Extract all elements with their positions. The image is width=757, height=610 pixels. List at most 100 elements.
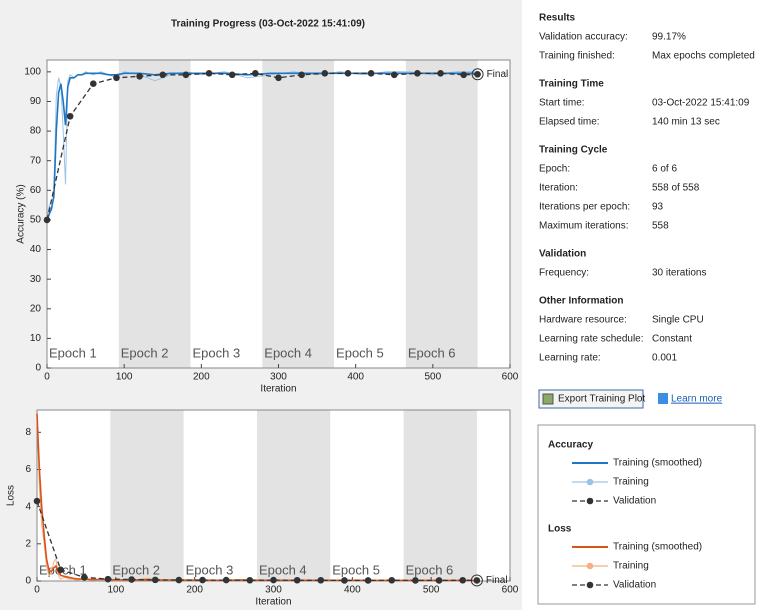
epoch-band — [403, 410, 477, 581]
validation-point — [246, 576, 254, 584]
epoch-label: Epoch 4 — [264, 345, 312, 360]
validation-point — [390, 71, 398, 79]
y-tick-label: 20 — [30, 303, 42, 314]
legend-marker — [586, 497, 594, 505]
x-tick-label: 500 — [423, 585, 440, 596]
legend-marker — [586, 478, 594, 486]
validation-point — [275, 74, 282, 82]
info-value: Single CPU — [652, 315, 704, 326]
x-tick-label: 200 — [186, 585, 203, 596]
section-title: Results — [539, 13, 576, 24]
x-tick-label: 100 — [107, 585, 124, 596]
link-label[interactable]: Learn more — [671, 394, 723, 405]
x-tick-label: 300 — [265, 585, 282, 596]
section-title: Validation — [539, 249, 586, 260]
validation-point — [341, 577, 348, 584]
validation-point — [460, 71, 468, 79]
button-icon[interactable] — [542, 393, 554, 405]
legend-label: Training — [613, 561, 649, 572]
epoch-label: Epoch 5 — [336, 345, 384, 360]
info-value: 03-Oct-2022 15:41:09 — [652, 98, 750, 109]
validation-point — [435, 577, 443, 584]
info-label: Start time: — [539, 98, 585, 109]
info-value: 93 — [652, 202, 664, 213]
section-title: Training Cycle — [539, 145, 608, 156]
info-label: Hardware resource: — [539, 315, 627, 326]
info-label: Validation accuracy: — [539, 32, 628, 43]
epoch-label: Epoch 2 — [121, 345, 169, 360]
x-tick-label: 0 — [44, 372, 50, 383]
epoch-band — [256, 410, 331, 581]
y-tick-label: 4 — [25, 501, 31, 512]
legend-label: Validation — [613, 496, 656, 507]
y-tick-label: 6 — [25, 464, 31, 475]
validation-point — [474, 71, 481, 78]
legend-marker — [586, 581, 594, 589]
epoch-band — [110, 410, 184, 581]
validation-point — [57, 566, 64, 574]
validation-point — [364, 577, 372, 584]
validation-point — [43, 216, 51, 224]
x-tick-label: 500 — [424, 372, 441, 383]
validation-point — [459, 576, 467, 584]
y-tick-label: 100 — [24, 66, 41, 77]
legend-title: Accuracy — [548, 440, 593, 451]
validation-point — [159, 71, 167, 79]
epoch-band — [405, 60, 478, 368]
x-tick-label: 200 — [193, 372, 210, 383]
epoch-band — [118, 60, 191, 368]
validation-point — [437, 70, 444, 77]
section-title: Training Time — [539, 79, 604, 90]
button-label[interactable]: Export Training Plot — [558, 394, 645, 405]
final-annotation: Final — [486, 575, 508, 586]
validation-point — [298, 71, 305, 79]
info-value: 140 min 13 sec — [652, 117, 720, 128]
series-line — [46, 72, 478, 221]
validation-point — [151, 576, 159, 584]
info-label: Training finished: — [539, 51, 615, 62]
info-label: Iterations per epoch: — [539, 202, 630, 213]
x-axis-label: Iteration — [255, 597, 291, 608]
info-label: Epoch: — [539, 164, 570, 175]
y-tick-label: 40 — [30, 244, 42, 255]
epoch-band — [262, 60, 335, 368]
final-marker — [471, 68, 484, 81]
validation-point — [222, 576, 230, 584]
legend-label: Training (smoothed) — [613, 542, 702, 553]
final-annotation: Final — [487, 69, 509, 80]
info-label: Maximum iterations: — [539, 221, 628, 232]
epoch-label: Epoch 1 — [49, 345, 97, 360]
y-tick-label: 80 — [30, 126, 42, 137]
x-tick-label: 100 — [116, 372, 133, 383]
y-tick-label: 0 — [25, 576, 31, 587]
validation-point — [228, 71, 236, 79]
epoch-label: Epoch 4 — [259, 562, 307, 577]
series-line — [36, 500, 477, 582]
x-tick-label: 600 — [502, 585, 519, 596]
y-tick-label: 0 — [35, 363, 41, 374]
button-frame[interactable] — [538, 389, 644, 409]
validation-point — [113, 74, 120, 82]
validation-point — [128, 576, 135, 583]
y-tick-label: 60 — [30, 185, 42, 196]
info-value: Max epochs completed — [652, 51, 755, 62]
validation-point — [388, 576, 396, 584]
epoch-label: Epoch 6 — [406, 562, 454, 577]
validation-point — [66, 112, 74, 120]
validation-point — [414, 70, 421, 77]
export-button[interactable]: Export Training Plot — [538, 389, 645, 409]
info-label: Learning rate schedule: — [539, 334, 644, 345]
validation-point — [321, 70, 329, 77]
info-value: 99.17% — [652, 32, 686, 43]
info-label: Elapsed time: — [539, 117, 600, 128]
y-axis-label: Loss — [6, 485, 17, 506]
legend-title: Loss — [548, 524, 572, 535]
legend-label: Training (smoothed) — [613, 458, 702, 469]
learn-more-link[interactable]: Learn more — [658, 393, 723, 405]
info-icon[interactable] — [658, 393, 668, 404]
legend-label: Validation — [613, 580, 656, 591]
legend-marker — [586, 562, 594, 570]
info-value: 558 of 558 — [652, 183, 700, 194]
info-value: Constant — [652, 334, 692, 345]
